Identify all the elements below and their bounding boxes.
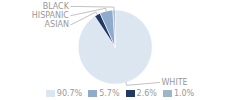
html-text:1.0%: 1.0%: [173, 88, 195, 98]
svg-text:ASIAN: ASIAN: [45, 20, 69, 29]
svg-text:WHITE: WHITE: [161, 78, 187, 87]
html-text:2.6%: 2.6%: [136, 88, 157, 98]
html-text:5.7%: 5.7%: [99, 88, 120, 98]
svg-text:BLACK: BLACK: [43, 2, 70, 11]
html-text:90.7%: 90.7%: [56, 88, 83, 98]
svg-text:HISPANIC: HISPANIC: [32, 11, 70, 20]
